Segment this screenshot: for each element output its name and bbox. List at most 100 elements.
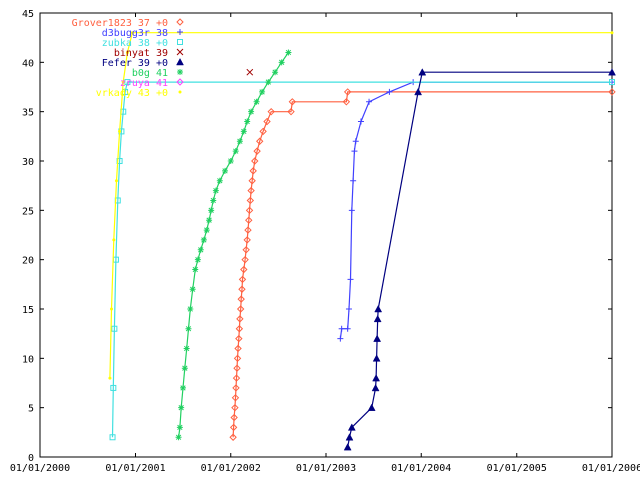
data-point — [608, 88, 616, 96]
series-2 — [109, 79, 615, 441]
data-point — [371, 383, 380, 392]
series-line — [109, 32, 612, 379]
data-point — [238, 275, 247, 284]
data-point — [267, 107, 275, 116]
data-point — [251, 157, 259, 165]
data-point — [236, 138, 243, 145]
data-point — [197, 246, 204, 253]
data-point — [234, 344, 242, 353]
data-point — [231, 394, 240, 402]
data-point — [183, 345, 190, 352]
data-point — [344, 325, 351, 332]
data-point — [180, 384, 186, 391]
legend-marker — [177, 39, 183, 45]
data-point — [246, 68, 254, 76]
legend-marker — [176, 57, 184, 66]
y-tick-label: 0 — [28, 453, 34, 464]
data-point — [348, 207, 355, 214]
data-point — [111, 325, 118, 332]
data-point — [108, 376, 112, 380]
data-point — [351, 148, 358, 155]
data-point — [248, 108, 255, 115]
data-point — [233, 354, 242, 363]
data-point — [124, 79, 131, 86]
data-point — [240, 265, 248, 274]
data-point — [232, 384, 240, 392]
legend-label: Fefer 39 +0 — [102, 58, 168, 69]
data-point — [373, 334, 382, 342]
series-5 — [175, 49, 292, 441]
data-point — [187, 306, 194, 312]
data-point — [110, 384, 117, 391]
data-point — [229, 423, 238, 432]
data-point — [249, 167, 257, 175]
data-point — [230, 413, 238, 422]
data-point — [130, 31, 134, 35]
legend-marker — [176, 78, 184, 86]
x-tick-label: 01/01/2000 — [10, 463, 70, 474]
data-point — [238, 285, 246, 293]
series-0 — [229, 88, 616, 441]
data-point — [244, 226, 252, 234]
data-point — [194, 256, 201, 263]
series-7 — [108, 31, 614, 380]
data-point — [342, 98, 351, 106]
data-point — [118, 129, 122, 133]
series-4 — [343, 68, 616, 451]
data-point — [347, 276, 354, 283]
y-tick-label: 40 — [22, 58, 34, 69]
legend-label: vrkady 43 +0 — [96, 88, 168, 99]
data-point — [233, 364, 241, 372]
data-point — [189, 286, 196, 293]
data-point — [203, 227, 210, 234]
data-point — [200, 236, 207, 243]
data-point — [414, 87, 423, 96]
data-point — [125, 50, 129, 54]
legend-label: d3bugg3r 38 — [102, 28, 168, 39]
data-point — [253, 147, 261, 155]
data-point — [347, 423, 356, 431]
data-point — [372, 354, 381, 362]
data-point — [116, 158, 123, 164]
data-point — [208, 207, 215, 214]
legend-label: zubka 38 +0 — [102, 38, 168, 49]
axes: 0 5 10 15 20 25 30 35 40 45 01/01/2000 01/01/2001 01… — [10, 9, 640, 474]
data-point — [245, 216, 253, 224]
data-point — [241, 255, 249, 264]
data-point — [212, 187, 219, 194]
data-point — [256, 137, 264, 145]
data-point — [243, 236, 251, 244]
data-point — [229, 433, 237, 441]
legend-marker — [177, 29, 183, 35]
data-point — [222, 167, 229, 174]
data-point — [232, 148, 239, 155]
data-point — [357, 118, 364, 125]
data-point — [176, 424, 183, 431]
legend-marker — [176, 48, 184, 56]
legend-marker — [176, 18, 184, 26]
data-point — [337, 335, 344, 342]
y-tick-label: 5 — [28, 404, 34, 415]
y-tick-label: 45 — [22, 9, 34, 20]
legend-label: Grover1823 37 +0 — [72, 18, 168, 29]
data-point — [109, 434, 116, 441]
legend-marker — [178, 90, 182, 94]
data-point — [181, 365, 188, 372]
data-point — [232, 374, 241, 382]
y-tick-label: 35 — [22, 108, 34, 119]
data-point — [263, 117, 271, 126]
data-point — [235, 334, 243, 343]
series-line — [347, 71, 612, 448]
data-point — [343, 88, 352, 96]
data-point — [288, 98, 297, 106]
series-line — [178, 52, 289, 438]
data-point — [235, 325, 244, 333]
data-point — [247, 186, 255, 195]
data-point — [210, 197, 217, 204]
legend-marker — [177, 69, 183, 75]
data-point — [366, 98, 373, 105]
data-point — [367, 403, 376, 411]
data-point — [418, 68, 427, 76]
data-point — [608, 68, 616, 76]
